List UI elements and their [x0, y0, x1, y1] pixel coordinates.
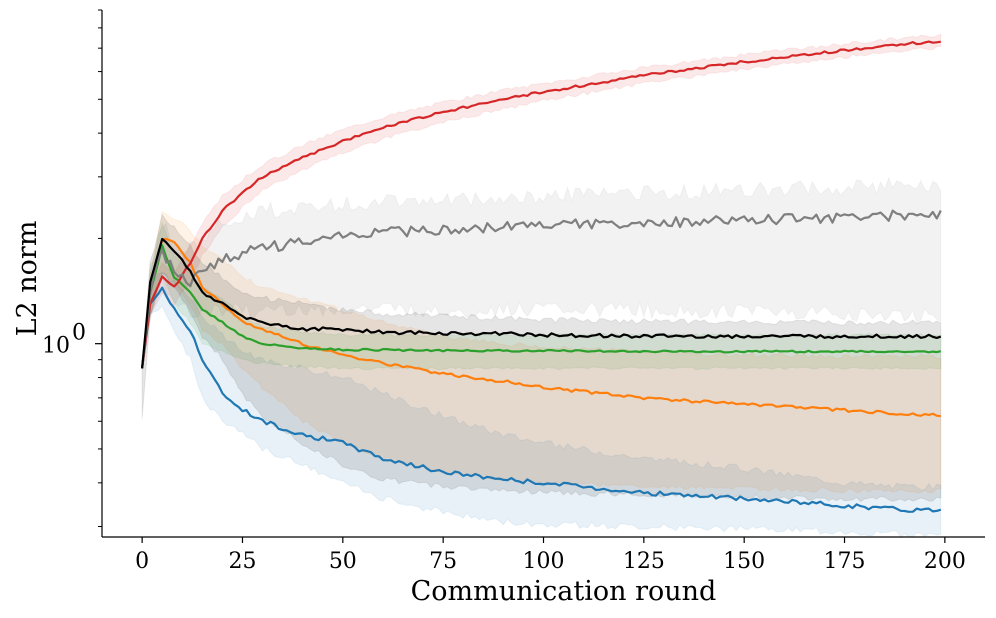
series-line-gray [141, 209, 942, 369]
y-tick-label: 10 [42, 334, 70, 359]
x-axis-label: Communication round [411, 576, 717, 607]
band-blue [141, 271, 942, 539]
x-tick-label: 100 [523, 549, 565, 574]
band-gray [141, 176, 942, 368]
x-tick-label: 200 [924, 549, 966, 574]
x-tick-label: 50 [329, 549, 357, 574]
x-tick-label: 0 [135, 549, 149, 574]
band-green [141, 221, 942, 371]
band-red [141, 33, 942, 369]
series-line-orange [141, 237, 941, 418]
x-tick-label: 75 [429, 549, 457, 574]
y-axis-label: L2 norm [12, 221, 43, 337]
x-tick-label: 175 [824, 549, 866, 574]
series-line-green [141, 244, 942, 369]
x-tick-label: 125 [623, 549, 665, 574]
series-line-black [141, 237, 942, 369]
x-tick-label: 25 [228, 549, 256, 574]
band-black [141, 213, 942, 503]
series-line-red [141, 40, 941, 369]
series-line-blue [141, 286, 942, 513]
series-lines [141, 40, 942, 513]
y-tick-label-exponent: 0 [72, 321, 86, 346]
confidence-bands [141, 33, 942, 539]
band-orange [141, 211, 942, 494]
x-tick-label: 150 [723, 549, 765, 574]
